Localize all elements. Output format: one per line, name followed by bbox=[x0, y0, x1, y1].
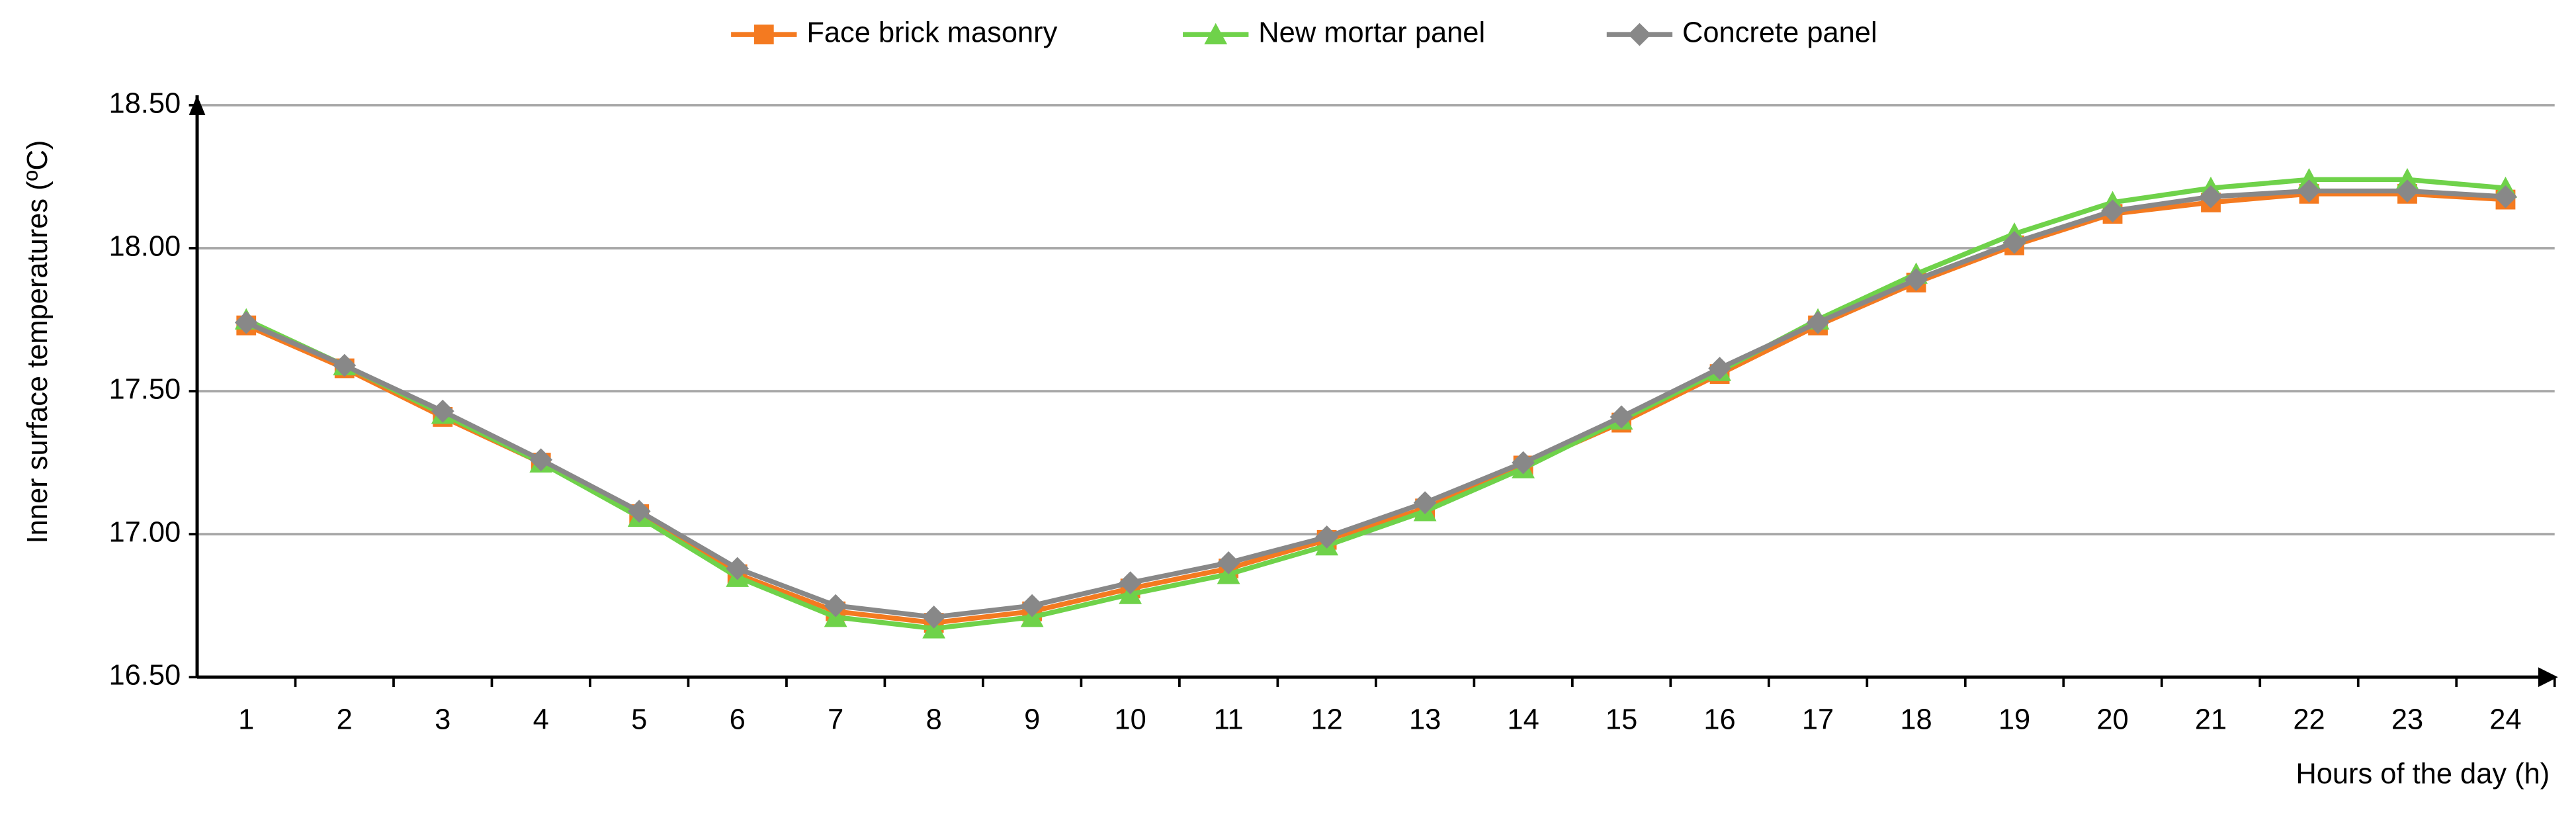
x-tick-label: 10 bbox=[1114, 704, 1146, 736]
data-point bbox=[726, 557, 750, 580]
x-tick-label: 6 bbox=[730, 704, 746, 736]
data-point bbox=[1217, 551, 1240, 574]
x-tick-label: 19 bbox=[1998, 704, 2030, 736]
x-tick-label: 16 bbox=[1703, 704, 1735, 736]
data-point bbox=[1119, 571, 1142, 594]
legend-marker bbox=[1628, 23, 1651, 46]
x-tick-label: 20 bbox=[2096, 704, 2128, 736]
x-tick-label: 18 bbox=[1900, 704, 1932, 736]
data-point bbox=[824, 594, 847, 617]
data-point bbox=[2101, 199, 2124, 223]
y-axis-arrow bbox=[189, 95, 206, 115]
x-tick-label: 5 bbox=[631, 704, 647, 736]
series-line bbox=[245, 177, 2506, 631]
x-tick-label: 12 bbox=[1310, 704, 1342, 736]
data-point bbox=[431, 399, 454, 423]
legend-label: Concrete panel bbox=[1682, 17, 1877, 49]
series-line bbox=[245, 188, 2506, 620]
x-tick-label: 24 bbox=[2489, 704, 2521, 736]
x-tick-label: 14 bbox=[1507, 704, 1539, 736]
x-axis-label: Hours of the day (h) bbox=[2296, 758, 2550, 790]
x-tick-label: 11 bbox=[1214, 704, 1244, 736]
x-axis-arrow bbox=[2538, 667, 2558, 688]
legend-marker bbox=[1204, 23, 1228, 45]
data-point bbox=[2395, 167, 2419, 190]
y-tick-label: 18.00 bbox=[108, 230, 181, 262]
x-tick-label: 8 bbox=[926, 704, 942, 736]
y-tick-label: 18.50 bbox=[108, 87, 181, 119]
x-tick-label: 4 bbox=[533, 704, 549, 736]
data-point bbox=[1020, 594, 1044, 617]
x-tick-label: 1 bbox=[238, 704, 254, 736]
x-tick-label: 9 bbox=[1024, 704, 1040, 736]
x-tick-label: 3 bbox=[435, 704, 451, 736]
data-point bbox=[1315, 525, 1339, 549]
x-tick-label: 15 bbox=[1606, 704, 1637, 736]
data-point bbox=[2297, 167, 2321, 190]
x-tick-label: 22 bbox=[2293, 704, 2325, 736]
legend-label: New mortar panel bbox=[1258, 17, 1485, 49]
x-tick-label: 21 bbox=[2195, 704, 2227, 736]
x-tick-label: 17 bbox=[1802, 704, 1834, 736]
x-tick-label: 2 bbox=[337, 704, 353, 736]
legend-marker bbox=[753, 24, 774, 45]
legend-label: Face brick masonry bbox=[806, 17, 1057, 49]
y-axis-label: Inner surface temperatures (ºC) bbox=[22, 140, 54, 544]
y-tick-label: 17.50 bbox=[108, 374, 181, 406]
series-line bbox=[245, 191, 2506, 625]
x-tick-label: 23 bbox=[2391, 704, 2423, 736]
x-tick-label: 13 bbox=[1409, 704, 1441, 736]
x-tick-label: 7 bbox=[828, 704, 843, 736]
y-tick-label: 16.50 bbox=[108, 660, 181, 692]
data-point bbox=[1708, 357, 1731, 380]
data-point bbox=[234, 310, 258, 334]
y-tick-label: 17.00 bbox=[108, 517, 181, 549]
data-point bbox=[529, 448, 553, 472]
